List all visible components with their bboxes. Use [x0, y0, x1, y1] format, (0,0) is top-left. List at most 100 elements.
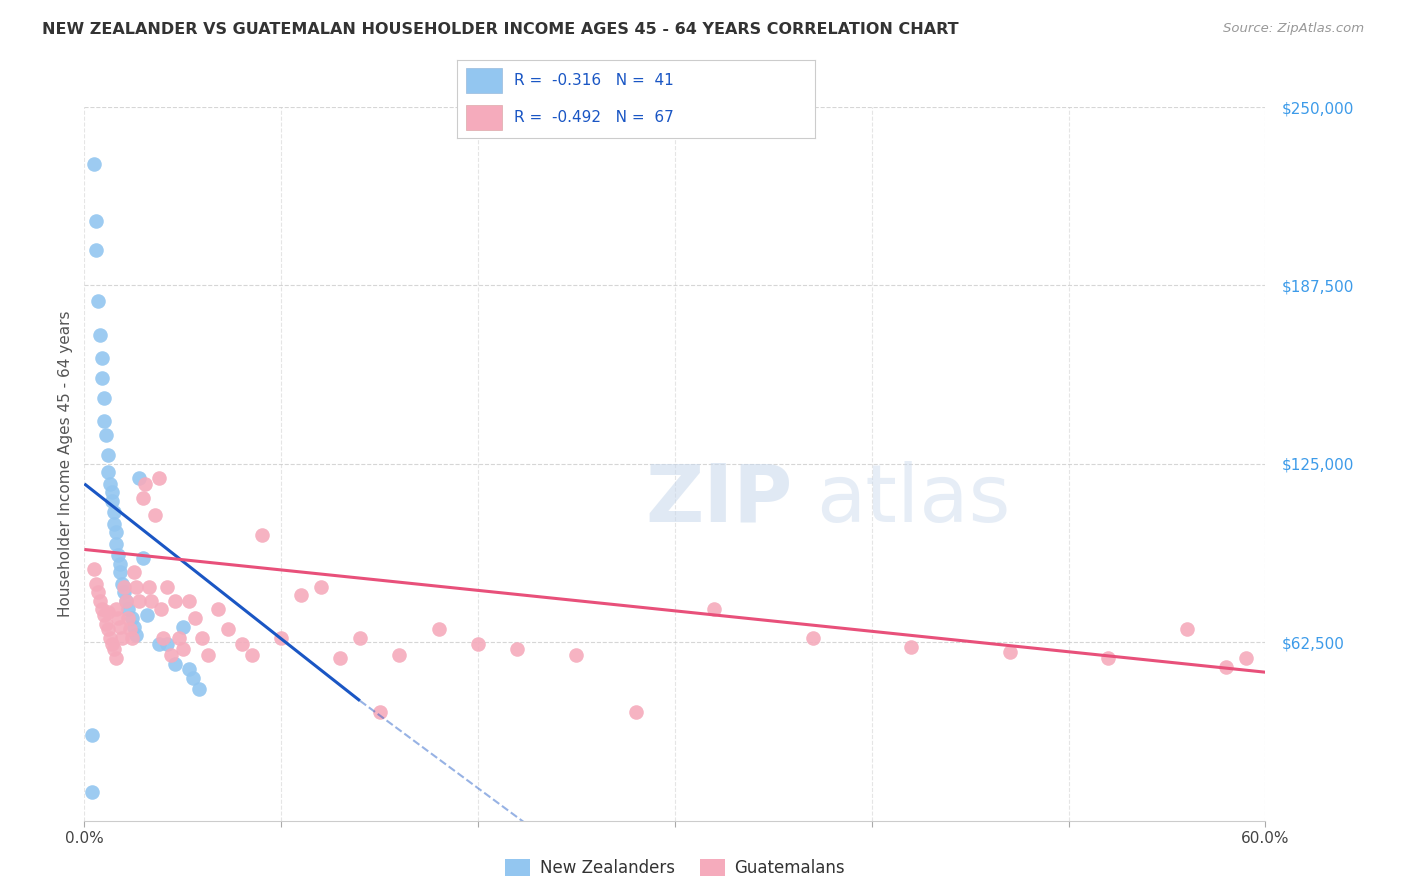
Point	[87, 585, 110, 599]
Point	[427, 623, 450, 637]
Point	[163, 657, 186, 671]
Point	[97, 466, 120, 480]
Point	[1175, 623, 1198, 637]
Point	[148, 637, 170, 651]
Point	[900, 640, 922, 654]
Point	[121, 631, 143, 645]
Point	[114, 594, 136, 608]
Y-axis label: Householder Income Ages 45 - 64 years: Householder Income Ages 45 - 64 years	[58, 310, 73, 617]
Point	[94, 428, 117, 442]
Point	[290, 588, 312, 602]
Point	[104, 525, 127, 540]
Point	[83, 157, 105, 171]
Point	[136, 608, 159, 623]
Point	[111, 631, 134, 645]
Point	[122, 619, 145, 633]
Point	[148, 471, 170, 485]
Point	[152, 631, 174, 645]
Point	[82, 728, 104, 742]
Point	[187, 682, 209, 697]
Point	[207, 602, 229, 616]
Point	[101, 494, 124, 508]
Point	[114, 594, 136, 608]
Point	[89, 328, 111, 343]
Point	[132, 551, 155, 566]
Point	[156, 580, 179, 594]
Point	[91, 371, 114, 385]
Point	[91, 602, 114, 616]
Point	[138, 580, 160, 594]
Point	[97, 623, 120, 637]
Point	[467, 637, 489, 651]
Text: ZIP: ZIP	[645, 460, 793, 539]
Point	[104, 602, 127, 616]
Point	[172, 642, 194, 657]
Bar	[465, 105, 502, 130]
Point	[111, 576, 134, 591]
Point	[329, 651, 352, 665]
Point	[1215, 659, 1237, 673]
Point	[103, 642, 125, 657]
Point	[104, 651, 127, 665]
Point	[93, 608, 115, 623]
Point	[163, 594, 186, 608]
Point	[703, 602, 725, 616]
Point	[349, 631, 371, 645]
Text: NEW ZEALANDER VS GUATEMALAN HOUSEHOLDER INCOME AGES 45 - 64 YEARS CORRELATION CH: NEW ZEALANDER VS GUATEMALAN HOUSEHOLDER …	[42, 22, 959, 37]
Point	[98, 631, 121, 645]
Point	[167, 631, 190, 645]
Point	[624, 705, 647, 719]
Text: atlas: atlas	[817, 460, 1011, 539]
Point	[124, 628, 146, 642]
Point	[98, 476, 121, 491]
Point	[117, 602, 139, 616]
Point	[93, 391, 115, 405]
Point	[181, 671, 204, 685]
Point	[177, 662, 200, 676]
Point	[84, 576, 107, 591]
Point	[101, 637, 124, 651]
Point	[108, 566, 131, 580]
Point	[93, 414, 115, 428]
Point	[368, 705, 391, 719]
Point	[801, 631, 824, 645]
Point	[97, 605, 120, 619]
Point	[89, 594, 111, 608]
Point	[128, 594, 150, 608]
Point	[141, 594, 163, 608]
Legend: New Zealanders, Guatemalans: New Zealanders, Guatemalans	[498, 852, 852, 884]
Point	[217, 623, 239, 637]
Point	[150, 602, 173, 616]
Text: R =  -0.316   N =  41: R = -0.316 N = 41	[515, 72, 673, 87]
Point	[1234, 651, 1257, 665]
Point	[108, 557, 131, 571]
Point	[143, 508, 166, 523]
Point	[117, 611, 139, 625]
Point	[177, 594, 200, 608]
Point	[107, 611, 129, 625]
Point	[565, 648, 588, 662]
Point	[156, 637, 179, 651]
Point	[1097, 651, 1119, 665]
Point	[240, 648, 263, 662]
Point	[172, 619, 194, 633]
Point	[197, 648, 219, 662]
Point	[998, 645, 1021, 659]
Point	[124, 580, 146, 594]
Point	[160, 648, 183, 662]
Point	[87, 294, 110, 309]
Point	[128, 471, 150, 485]
Point	[112, 585, 135, 599]
Point	[84, 243, 107, 257]
Point	[107, 548, 129, 562]
Point	[309, 580, 332, 594]
Point	[388, 648, 411, 662]
Point	[183, 611, 205, 625]
Point	[84, 214, 107, 228]
Point	[112, 580, 135, 594]
Point	[97, 448, 120, 462]
Point	[506, 642, 529, 657]
Point	[94, 616, 117, 631]
Point	[231, 637, 253, 651]
Point	[118, 623, 141, 637]
